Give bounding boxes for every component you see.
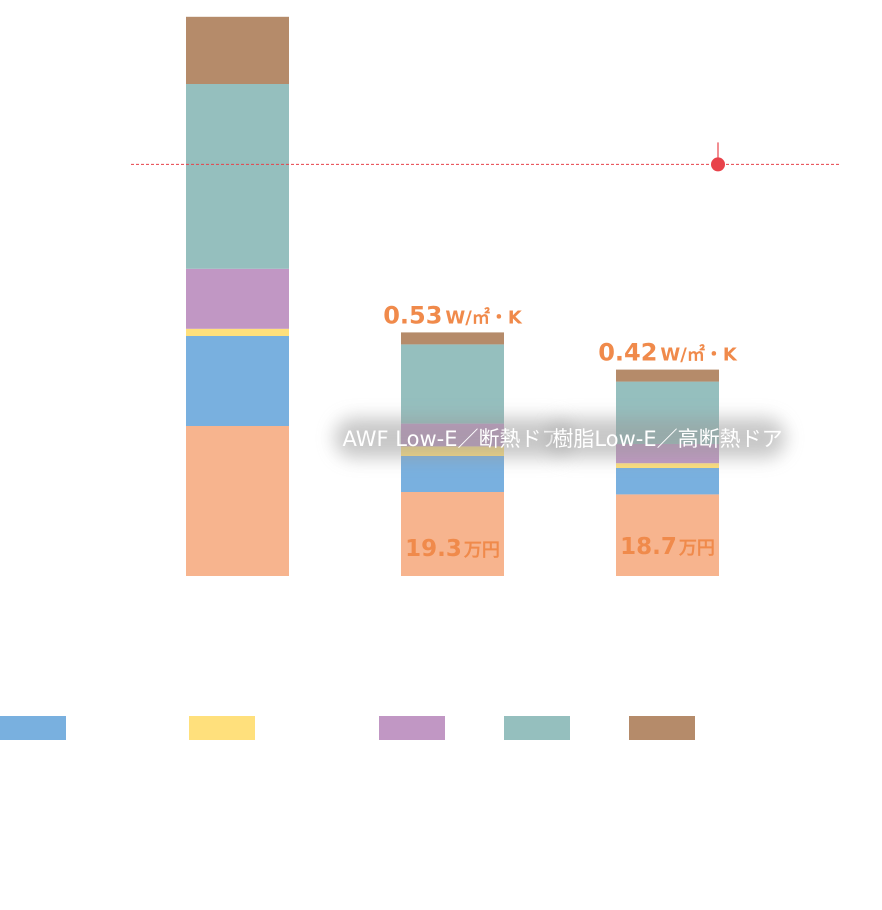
bar-segment bbox=[616, 463, 719, 468]
bar-segment bbox=[401, 332, 504, 345]
cost-unit: 万円 bbox=[463, 540, 500, 561]
bar-segment bbox=[616, 369, 719, 382]
bar-segment bbox=[186, 328, 289, 336]
bar-segment bbox=[186, 426, 289, 576]
u-value-unit: W/㎡・K bbox=[445, 306, 522, 328]
u-value-unit: W/㎡・K bbox=[660, 344, 737, 366]
cost-label: 19.3 万円 bbox=[405, 536, 500, 562]
cost-label: 18.7 万円 bbox=[620, 534, 715, 560]
category-label-shadow bbox=[334, 418, 571, 458]
u-value-label: 0.53 W/㎡・K bbox=[383, 301, 523, 329]
u-value-number: 0.42 bbox=[598, 339, 657, 367]
bar-segment bbox=[401, 456, 504, 492]
legend-swatch bbox=[379, 716, 445, 740]
u-value-label: 0.42 W/㎡・K bbox=[598, 339, 738, 367]
category-label-shadow bbox=[549, 418, 786, 458]
cost-number: 18.7 bbox=[620, 534, 677, 560]
legend bbox=[0, 716, 695, 740]
reference-marker-dot bbox=[711, 157, 725, 172]
u-value-number: 0.53 bbox=[383, 301, 442, 329]
bar-segment bbox=[186, 268, 289, 329]
bar-segment bbox=[616, 468, 719, 495]
cost-unit: 万円 bbox=[678, 538, 715, 559]
cost-number: 19.3 bbox=[405, 536, 462, 562]
bar-segment bbox=[186, 336, 289, 426]
legend-swatch bbox=[629, 716, 695, 740]
category-label: 樹脂Low-E／高断熱ドア bbox=[552, 427, 782, 451]
legend-swatch bbox=[189, 716, 255, 740]
bar-segment bbox=[186, 84, 289, 269]
reference-layer bbox=[131, 142, 840, 172]
bar-segment bbox=[401, 344, 504, 424]
legend-swatch bbox=[0, 716, 66, 740]
bars-layer bbox=[186, 16, 719, 576]
bar-segment bbox=[186, 16, 289, 84]
category-label: AWF Low-E／断熱ドア bbox=[343, 427, 563, 451]
legend-swatch bbox=[504, 716, 570, 740]
bar-segment bbox=[401, 492, 504, 576]
bar-segment bbox=[616, 494, 719, 576]
